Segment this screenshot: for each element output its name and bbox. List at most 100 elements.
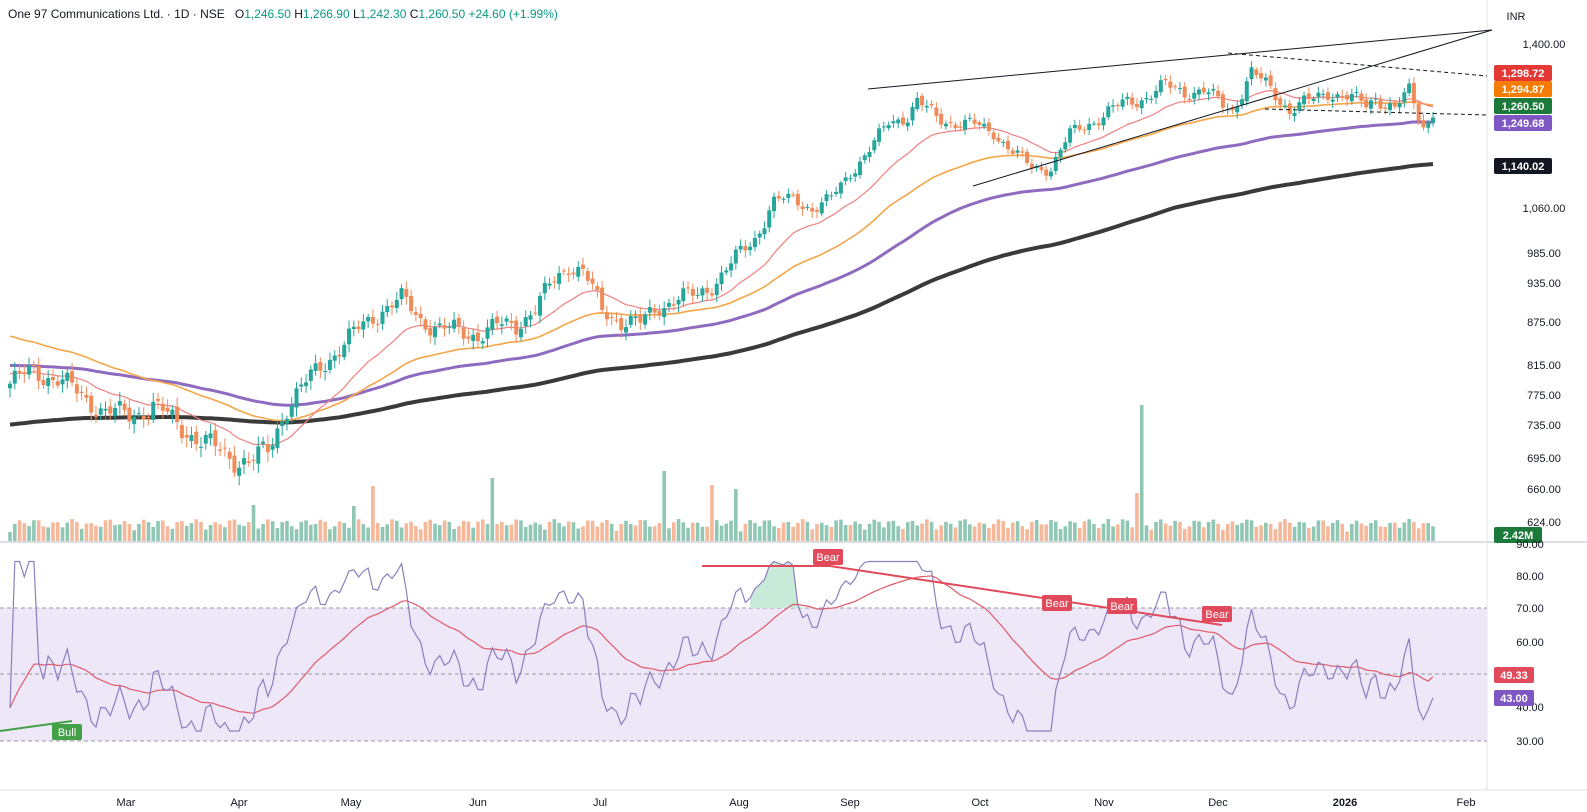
candle-body <box>12 370 17 384</box>
candle-body <box>1201 87 1206 93</box>
candle <box>1268 70 1273 89</box>
volume-bar <box>194 519 199 541</box>
volume-bar <box>767 520 772 541</box>
volume-bar <box>27 526 31 541</box>
candle-body <box>1058 149 1063 158</box>
candle <box>113 403 118 423</box>
volume-bar <box>514 519 518 541</box>
candle <box>1072 119 1077 134</box>
candle <box>767 205 772 233</box>
volume-bar <box>1373 520 1378 541</box>
volume-bar <box>213 522 218 541</box>
volume-bar <box>423 521 428 541</box>
divergence-tag-label: Bull <box>58 727 76 739</box>
volume-bar <box>1340 523 1345 541</box>
volume-bar <box>824 525 829 541</box>
time-axis-tick: Jun <box>469 797 487 809</box>
candle <box>934 102 939 123</box>
candle-body <box>633 316 638 318</box>
candle-body <box>772 196 777 212</box>
volume-bar <box>1020 526 1025 541</box>
price-badge-value: 1,140.02 <box>1502 161 1545 173</box>
candle <box>1020 146 1025 158</box>
candle <box>1197 86 1202 101</box>
volume-bar <box>180 521 184 541</box>
candle-body <box>165 407 170 412</box>
candle <box>1149 95 1154 104</box>
volume-bar <box>132 530 136 541</box>
candle <box>146 413 151 426</box>
divergence-tag: Bear <box>813 549 843 565</box>
candle-body <box>1125 96 1130 99</box>
candle <box>1177 82 1182 95</box>
volume-bar <box>442 520 447 541</box>
candle-body <box>1044 169 1049 176</box>
candle <box>442 317 447 337</box>
volume-bar <box>1206 521 1211 541</box>
volume-bar <box>571 522 576 541</box>
candle <box>265 434 270 463</box>
candle-body <box>241 458 246 465</box>
volume-bar <box>519 520 523 541</box>
candle-body <box>1182 86 1187 98</box>
volume-bar <box>772 526 776 541</box>
candle-body <box>256 446 261 464</box>
candle-body <box>394 299 399 308</box>
wedge-lower-trendline <box>972 29 1493 187</box>
interval-label[interactable]: 1D <box>174 7 190 21</box>
volume-bar <box>1001 521 1006 541</box>
rsi-ma-badge-value: 49.33 <box>1500 670 1528 682</box>
volume-bar <box>695 522 700 541</box>
divergence-tag: Bull <box>52 724 82 740</box>
candle-body <box>1330 99 1335 102</box>
candle <box>800 201 805 217</box>
candle <box>705 280 710 301</box>
volume-bar <box>433 523 437 541</box>
candle <box>576 261 581 282</box>
candle-body <box>428 328 433 336</box>
candle-body <box>977 122 982 126</box>
candle-body <box>561 270 566 272</box>
candle-body <box>432 327 437 338</box>
candle <box>676 296 681 313</box>
candle-body <box>1015 150 1020 153</box>
volume-bar <box>418 529 423 541</box>
candle-body <box>1278 98 1283 105</box>
candle-body <box>643 314 648 325</box>
candle <box>762 221 767 240</box>
candle-body <box>1321 94 1326 96</box>
candle-body <box>1354 91 1359 93</box>
volume-bar <box>729 520 733 541</box>
exchange-label: NSE <box>200 7 225 21</box>
candle-body <box>1130 97 1135 105</box>
candle-body <box>404 288 409 297</box>
volume-bar <box>1392 522 1397 541</box>
candle-body <box>1068 128 1073 143</box>
candle <box>132 409 137 434</box>
candle <box>690 283 695 304</box>
volume-bar <box>590 520 595 541</box>
candle <box>208 424 213 446</box>
volume-bar <box>585 520 590 541</box>
time-axis-tick: Nov <box>1094 797 1114 809</box>
volume-bar <box>1173 520 1177 541</box>
candle <box>1340 89 1345 102</box>
volume-bar <box>1149 529 1154 541</box>
volume-bar <box>294 529 299 541</box>
candle <box>805 204 810 211</box>
candle <box>795 189 800 211</box>
symbol-name[interactable]: One 97 Communications Ltd. <box>8 7 164 21</box>
volume-bar <box>309 524 313 541</box>
candle <box>31 360 36 373</box>
volume-bar <box>633 525 638 541</box>
volume-bar <box>1316 520 1321 541</box>
volume-bar <box>94 525 98 541</box>
candle-body <box>1144 98 1149 100</box>
candle-body <box>194 431 199 445</box>
volume-bar <box>313 524 318 541</box>
volume-bar <box>1259 525 1263 541</box>
rsi-axis-tick: 30.00 <box>1516 736 1544 748</box>
rsi-axis-tick: 70.00 <box>1516 603 1544 615</box>
candle <box>327 352 332 374</box>
